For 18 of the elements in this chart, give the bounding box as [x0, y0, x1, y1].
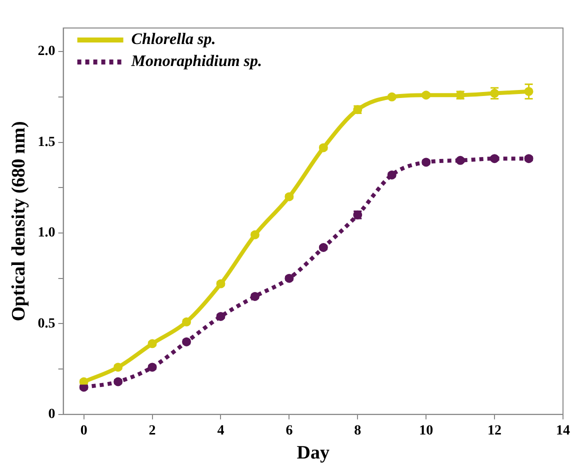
- y-tick-label: 1.5: [38, 134, 56, 150]
- x-tick-label: 2: [148, 423, 156, 438]
- x-tick-label: 6: [286, 423, 293, 438]
- x-tick-label: 8: [354, 423, 362, 438]
- y-tick-label: 1.0: [38, 226, 56, 241]
- x-tick-label: 12: [488, 423, 502, 438]
- y-tick-label: 2.0: [38, 44, 56, 60]
- x-tick-label: 4: [217, 423, 224, 438]
- x-tick-label: 14: [556, 423, 570, 438]
- point: [524, 86, 534, 96]
- legend-label: Chlorella sp.: [131, 31, 216, 48]
- y-axis-title: Optical density (680 nm): [8, 121, 30, 322]
- y-tick-label: 0: [48, 407, 56, 422]
- y-tick-label: 0.5: [38, 316, 56, 332]
- legend-label: Monoraphidium sp.: [130, 53, 262, 70]
- x-tick-label: 10: [419, 423, 434, 438]
- x-tick-label: 0: [80, 423, 88, 438]
- x-axis-title: Day: [296, 442, 330, 464]
